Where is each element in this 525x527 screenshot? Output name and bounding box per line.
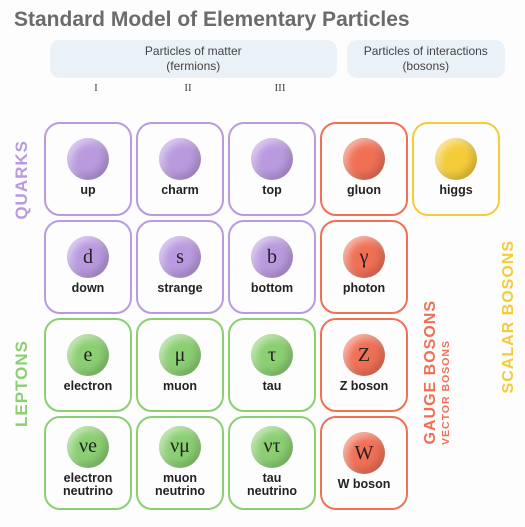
particle-cell-tau: τ tau [228, 318, 316, 412]
particle-symbol-icon [343, 138, 385, 180]
particle-symbol-icon: γ [343, 236, 385, 278]
particle-symbol-icon: ντ [251, 426, 293, 468]
particle-cell-muon: μ muon [136, 318, 224, 412]
particle-cell-muon-neutrino: νμ muon neutrino [136, 416, 224, 510]
particle-label: top [262, 184, 281, 197]
label-vector-bosons: VECTOR BOSONS [440, 340, 452, 445]
particle-symbol-icon [67, 138, 109, 180]
gen-2: II [142, 82, 234, 94]
particle-label: electron neutrino [63, 472, 113, 498]
particle-label: down [72, 282, 105, 295]
particle-label: tau [263, 380, 282, 393]
particle-cell-charm: charm [136, 122, 224, 216]
page-title: Standard Model of Elementary Particles [0, 0, 525, 40]
particle-symbol-icon: Z [343, 334, 385, 376]
label-quarks: QUARKS [12, 140, 32, 220]
particle-symbol-icon: d [67, 236, 109, 278]
particle-label: gluon [347, 184, 381, 197]
particle-cell-higgs: higgs [412, 122, 500, 216]
particle-label: higgs [439, 184, 472, 197]
particle-cell-strange: s strange [136, 220, 224, 314]
particle-cell-bottom: b bottom [228, 220, 316, 314]
particle-label: charm [161, 184, 199, 197]
particle-symbol-icon: μ [159, 334, 201, 376]
header-bosons: Particles of interactions (bosons) [347, 40, 505, 78]
particle-cell-top: top [228, 122, 316, 216]
particle-label: tau neutrino [247, 472, 297, 498]
particle-symbol-icon: e [67, 334, 109, 376]
particle-symbol-icon: W [343, 432, 385, 474]
label-leptons: LEPTONS [12, 340, 32, 427]
gen-3: III [234, 82, 326, 94]
particle-label: up [80, 184, 95, 197]
particle-label: muon neutrino [155, 472, 205, 498]
particle-symbol-icon [435, 138, 477, 180]
particle-label: bottom [251, 282, 293, 295]
particle-label: W boson [338, 478, 391, 491]
particle-symbol-icon [159, 138, 201, 180]
particle-cell-Z-boson: Z Z boson [320, 318, 408, 412]
label-gauge-bosons: GAUGE BOSONS [422, 300, 440, 444]
particle-cell-electron-neutrino: νe electron neutrino [44, 416, 132, 510]
particle-label: electron [64, 380, 113, 393]
particle-symbol-icon: b [251, 236, 293, 278]
particle-cell-gluon: gluon [320, 122, 408, 216]
particle-label: photon [343, 282, 385, 295]
label-scalar-bosons: SCALAR BOSONS [500, 240, 518, 393]
particle-cell-tau-neutrino: ντ tau neutrino [228, 416, 316, 510]
particle-symbol-icon: νμ [159, 426, 201, 468]
generation-row: I II III [0, 78, 525, 96]
particle-label: muon [163, 380, 197, 393]
particle-symbol-icon: νe [67, 426, 109, 468]
gen-1: I [50, 82, 142, 94]
particle-symbol-icon [251, 138, 293, 180]
header-row: Particles of matter (fermions) Particles… [0, 40, 525, 78]
particle-cell-down: d down [44, 220, 132, 314]
particle-label: Z boson [340, 380, 389, 393]
particle-cell-photon: γ photon [320, 220, 408, 314]
particle-symbol-icon: s [159, 236, 201, 278]
particle-cell-up: up [44, 122, 132, 216]
particle-label: strange [157, 282, 202, 295]
header-fermions: Particles of matter (fermions) [50, 40, 337, 78]
particle-cell-W-boson: W W boson [320, 416, 408, 510]
particle-symbol-icon: τ [251, 334, 293, 376]
particle-cell-electron: e electron [44, 318, 132, 412]
